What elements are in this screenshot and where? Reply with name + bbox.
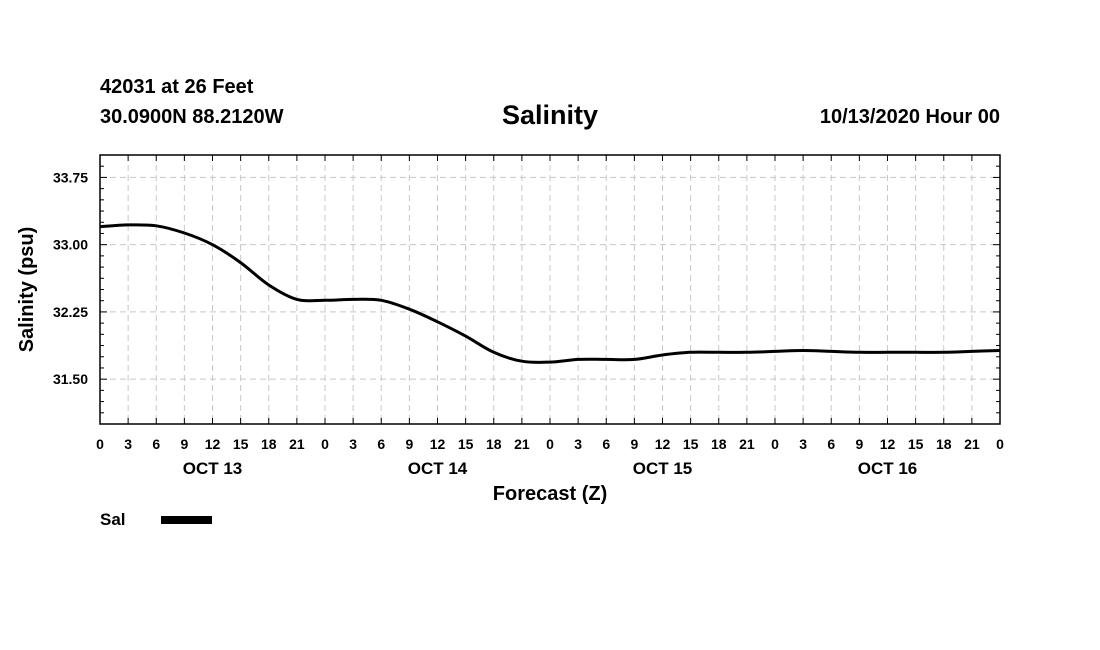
- x-tick-label: 12: [880, 436, 896, 452]
- legend-label: Sal: [100, 510, 126, 529]
- y-tick-label: 33.75: [53, 169, 88, 185]
- x-tick-label: 3: [124, 436, 132, 452]
- y-axis-title: Salinity (psu): [16, 227, 38, 353]
- x-tick-label: 15: [458, 436, 474, 452]
- day-label: OCT 15: [633, 459, 693, 478]
- series-line-sal: [99, 223, 1001, 364]
- x-tick-label: 18: [261, 436, 277, 452]
- x-tick-label: 6: [152, 436, 160, 452]
- x-tick-label: 9: [405, 436, 413, 452]
- x-tick-label: 6: [602, 436, 610, 452]
- x-tick-label: 15: [908, 436, 924, 452]
- y-tick-label: 33.00: [53, 237, 88, 253]
- chart-title: Salinity: [501, 100, 599, 130]
- y-tick-label: 31.50: [53, 371, 88, 387]
- x-tick-label: 3: [349, 436, 357, 452]
- x-tick-label: 21: [514, 436, 530, 452]
- x-tick-label: 12: [655, 436, 671, 452]
- plot-frame: [99, 154, 1001, 425]
- x-tick-label: 0: [996, 436, 1004, 452]
- y-tick-label: 32.25: [53, 304, 88, 320]
- x-tick-label: 21: [964, 436, 980, 452]
- x-tick-label: 21: [289, 436, 305, 452]
- x-tick-label: 0: [546, 436, 554, 452]
- legend-swatch: [161, 516, 212, 524]
- x-tick-label: 0: [771, 436, 779, 452]
- x-tick-label: 9: [180, 436, 188, 452]
- day-label: OCT 14: [408, 459, 468, 478]
- x-axis-title: Forecast (Z): [493, 483, 607, 505]
- coordinates-label: 30.0900N 88.2120W: [100, 106, 284, 128]
- x-tick-label: 0: [321, 436, 329, 452]
- x-tick-label: 6: [377, 436, 385, 452]
- station-label: 42031 at 26 Feet: [100, 76, 254, 98]
- x-tick-label: 12: [430, 436, 446, 452]
- x-tick-label: 12: [205, 436, 221, 452]
- x-tick-label: 9: [630, 436, 638, 452]
- x-tick-label: 15: [683, 436, 699, 452]
- x-tick-label: 0: [96, 436, 104, 452]
- forecast-run-label: 10/13/2020 Hour 00: [819, 106, 1000, 128]
- x-tick-label: 15: [233, 436, 249, 452]
- x-tick-label: 3: [574, 436, 582, 452]
- x-tick-label: 18: [486, 436, 502, 452]
- x-tick-label: 3: [799, 436, 807, 452]
- x-tick-label: 18: [936, 436, 952, 452]
- day-label: OCT 16: [858, 459, 918, 478]
- day-label: OCT 13: [183, 459, 243, 478]
- x-tick-label: 18: [711, 436, 727, 452]
- x-tick-label: 6: [827, 436, 835, 452]
- x-tick-label: 21: [739, 436, 755, 452]
- x-tick-label: 9: [855, 436, 863, 452]
